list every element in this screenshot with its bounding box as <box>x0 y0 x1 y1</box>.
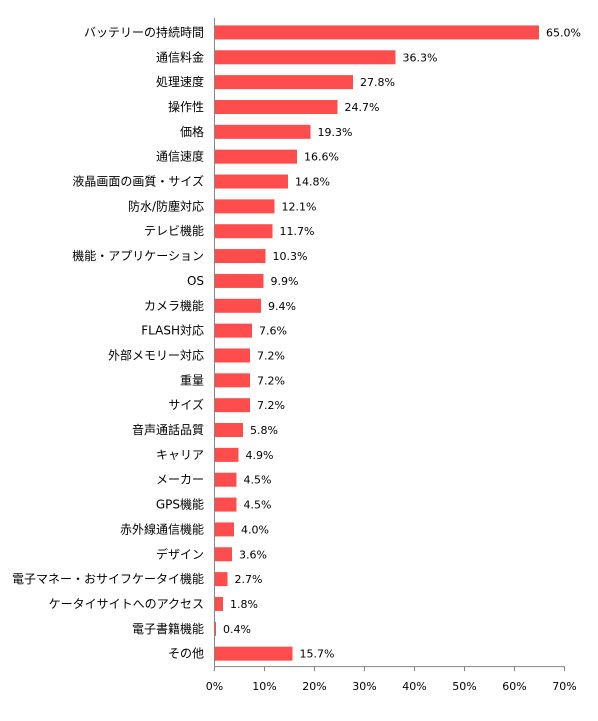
value-label: 3.6% <box>239 548 267 561</box>
value-label: 4.9% <box>246 449 274 462</box>
value-label: 4.5% <box>244 474 272 487</box>
bar <box>214 25 539 40</box>
category-label: 通信料金 <box>156 49 204 64</box>
category-label: ケータイサイトへのアクセス <box>49 597 204 611</box>
bar <box>214 596 223 611</box>
value-label: 5.8% <box>250 424 278 437</box>
value-labels-layer: 65.0% 36.3% 27.8% 24.7% 19.3% 16.6% 14.8% 12.1%… <box>223 26 581 660</box>
value-label: 19.3% <box>318 126 353 139</box>
bar <box>214 199 275 214</box>
category-label: キャリア <box>156 448 204 462</box>
bar <box>214 522 234 537</box>
category-label: 音声通話品質 <box>132 422 204 437</box>
bar <box>214 50 396 65</box>
category-label: 電子マネー・おサイフケータイ機能 <box>12 571 204 586</box>
value-label: 7.6% <box>259 325 287 338</box>
category-label: FLASH対応 <box>141 324 204 338</box>
value-label: 2.7% <box>235 573 263 586</box>
category-label: テレビ機能 <box>144 223 204 238</box>
value-label: 7.2% <box>257 374 285 387</box>
category-label: バッテリーの持続時間 <box>84 24 204 39</box>
category-label: 通信速度 <box>156 149 204 164</box>
x-tick-label: 50% <box>452 680 476 693</box>
value-label: 12.1% <box>282 200 317 213</box>
category-label: メーカー <box>156 473 204 487</box>
value-label: 7.2% <box>257 349 285 362</box>
value-label: 0.4% <box>223 623 251 636</box>
bar <box>214 149 297 164</box>
value-label: 9.9% <box>271 275 299 288</box>
bar <box>214 99 338 114</box>
bar <box>214 348 250 363</box>
x-tick-label: 10% <box>252 680 276 693</box>
bar <box>214 298 261 313</box>
bar <box>214 472 237 487</box>
category-label: 処理速度 <box>156 74 204 89</box>
bar <box>214 373 250 388</box>
category-labels-layer: バッテリーの持続時間通信料金処理速度操作性価格通信速度液晶画面の画質・サイズ防水… <box>12 24 204 660</box>
value-label: 36.3% <box>403 51 438 64</box>
value-label: 4.0% <box>241 523 269 536</box>
bar <box>214 572 228 587</box>
bar <box>214 398 250 413</box>
category-label: サイズ <box>168 397 204 412</box>
bar <box>214 423 243 438</box>
category-label: 液晶画面の画質・サイズ <box>72 174 204 189</box>
value-label: 1.8% <box>230 598 258 611</box>
category-label: 外部メモリー対応 <box>108 347 204 362</box>
bar <box>214 547 232 562</box>
value-label: 4.5% <box>244 499 272 512</box>
category-label: 機能・アプリケーション <box>72 248 204 263</box>
bar <box>214 273 264 288</box>
bars-layer <box>214 25 539 661</box>
x-tick-label: 70% <box>552 680 576 693</box>
value-label: 14.8% <box>295 176 330 189</box>
x-tick-label: 0% <box>206 680 223 693</box>
category-label: その他 <box>168 647 204 661</box>
bar <box>214 447 239 462</box>
bar <box>214 249 266 264</box>
value-label: 15.7% <box>300 648 335 661</box>
value-label: 24.7% <box>345 101 380 114</box>
value-label: 10.3% <box>273 250 308 263</box>
category-label: カメラ機能 <box>144 298 204 313</box>
category-label: OS <box>187 274 204 288</box>
category-label: 赤外線通信機能 <box>120 521 204 536</box>
value-label: 65.0% <box>546 26 581 39</box>
bar <box>214 646 293 661</box>
value-label: 9.4% <box>268 300 296 313</box>
category-label: デザイン <box>156 546 204 561</box>
bar <box>214 224 273 239</box>
x-tick-label: 30% <box>352 680 376 693</box>
bar <box>214 75 353 90</box>
value-label: 11.7% <box>280 225 315 238</box>
category-label: GPS機能 <box>156 497 204 512</box>
value-label: 7.2% <box>257 399 285 412</box>
bar <box>214 124 311 139</box>
category-label: 防水/防塵対応 <box>128 198 204 213</box>
bar <box>214 174 288 189</box>
x-tick-label: 20% <box>302 680 326 693</box>
axis-layer: 0% 10% 20% 30% 40% 50% 60% 70% <box>206 18 577 693</box>
value-label: 16.6% <box>304 151 339 164</box>
category-label: 価格 <box>180 124 204 139</box>
category-label: 重量 <box>180 373 204 387</box>
category-label: 操作性 <box>168 99 204 114</box>
bar <box>214 497 237 512</box>
value-label: 27.8% <box>360 76 395 89</box>
category-label: 電子書籍機能 <box>132 621 204 636</box>
bar <box>214 323 252 338</box>
x-tick-label: 60% <box>502 680 526 693</box>
x-tick-label: 40% <box>402 680 426 693</box>
